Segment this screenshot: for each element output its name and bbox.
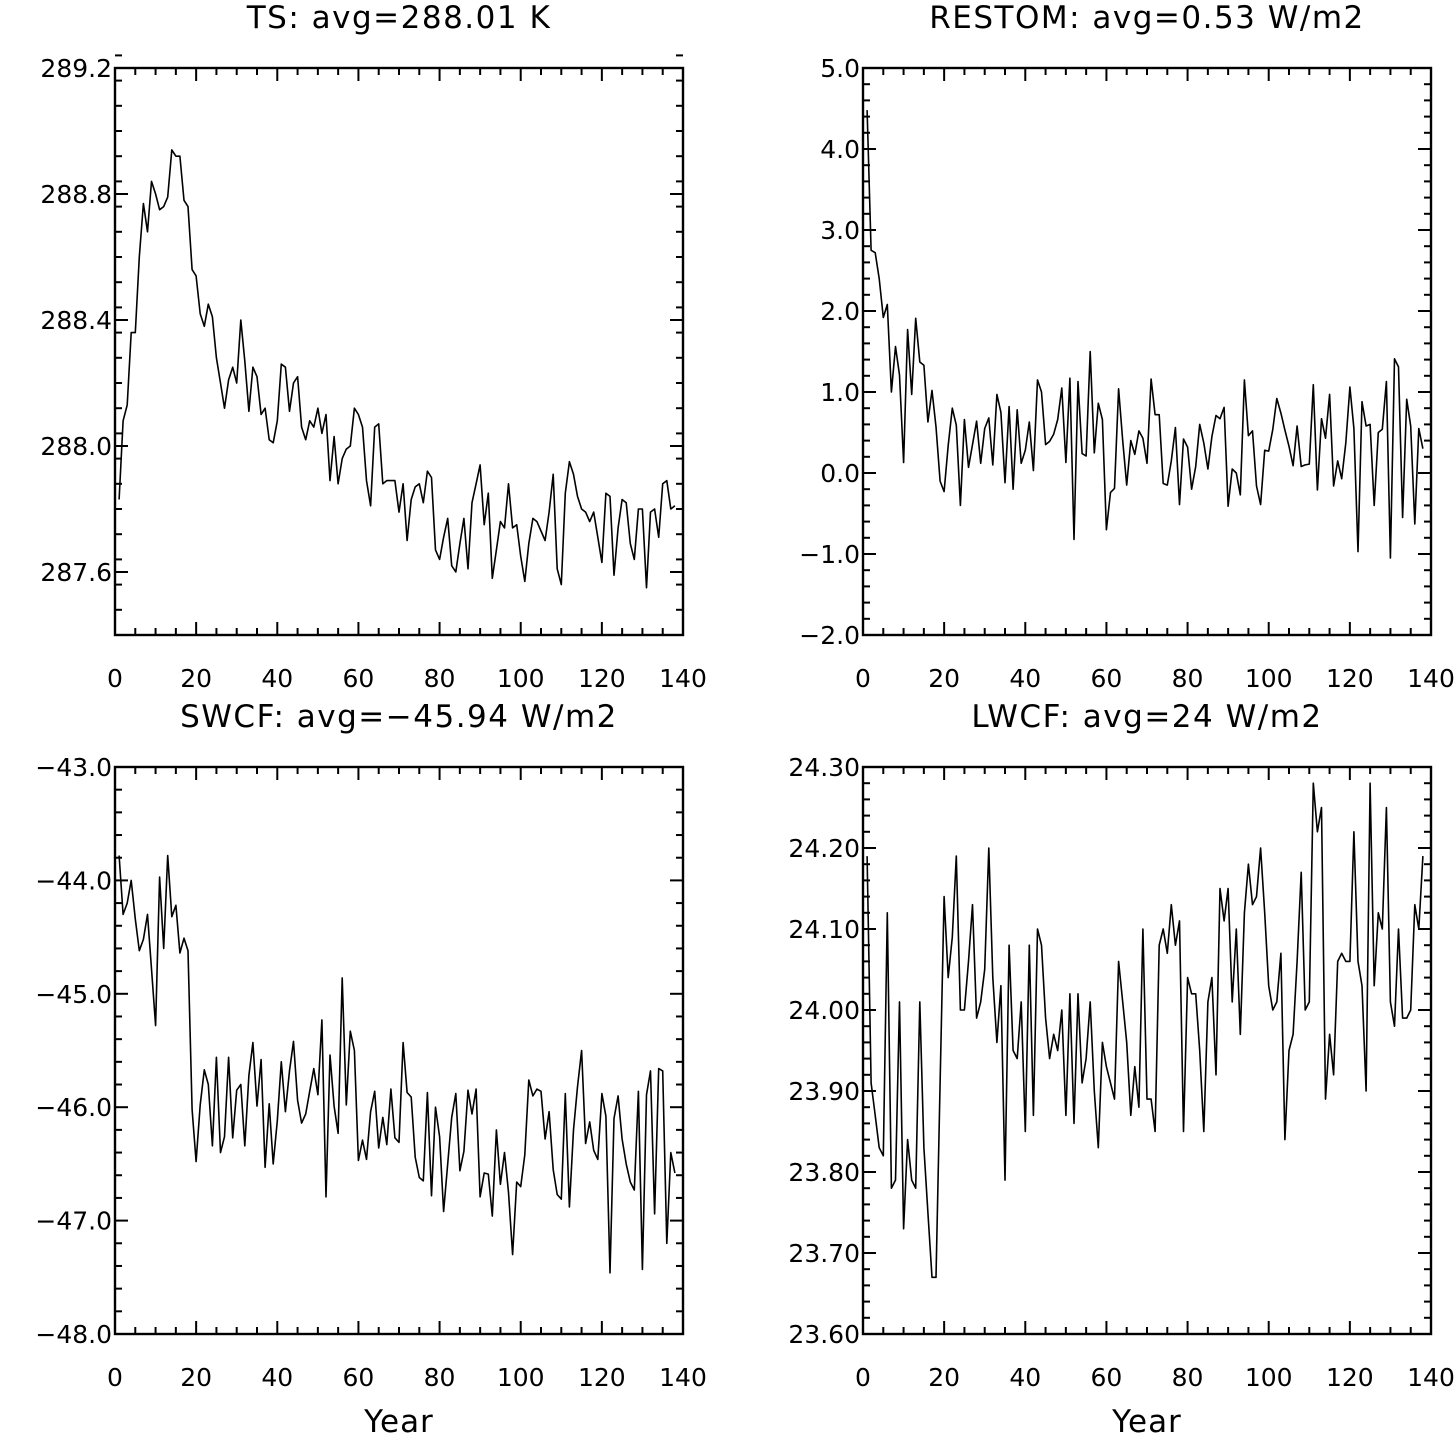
swcf-title: SWCF: avg=−45.94 W/m2 <box>180 699 618 735</box>
lwcf-ytick-label: 24.30 <box>788 753 860 782</box>
restom-ytick-label: 0.0 <box>820 459 860 488</box>
swcf-ytick-label: −45.0 <box>35 980 112 1009</box>
ts-series-line <box>118 149 676 589</box>
swcf-xtick-label: 80 <box>424 1363 456 1392</box>
lwcf-xtick-label: 0 <box>855 1363 871 1392</box>
swcf-ytick-label: −44.0 <box>35 866 112 895</box>
restom-xtick-label: 0 <box>855 664 871 693</box>
lwcf-ytick-label: 23.60 <box>788 1320 860 1349</box>
restom-xtick-label: 80 <box>1172 664 1204 693</box>
ts-title: TS: avg=288.01 K <box>246 0 552 36</box>
lwcf-panel: LWCF: avg=24 W/m2 0 20 40 60 80 100 120 140 23.60… <box>788 699 1454 1435</box>
lwcf-ytick-label: 24.00 <box>788 996 860 1025</box>
lwcf-xtick-label: 80 <box>1172 1363 1204 1392</box>
ts-panel: TS: avg=288.01 K 0 20 40 60 80 100 120 140 287.6 2… <box>40 0 706 693</box>
restom-xtick-label: 100 <box>1245 664 1293 693</box>
ts-xtick-label: 20 <box>180 664 212 693</box>
lwcf-plot-frame <box>861 765 1433 1336</box>
swcf-ytick-label: −48.0 <box>35 1320 112 1349</box>
ts-xtick-label: 60 <box>343 664 375 693</box>
restom-ytick-label: 5.0 <box>820 54 860 83</box>
restom-series-line <box>866 110 1424 559</box>
ts-ytick-label: 289.2 <box>40 54 112 83</box>
restom-ytick-label: 1.0 <box>820 378 860 407</box>
lwcf-xtick-label: 120 <box>1326 1363 1374 1392</box>
lwcf-xtick-label: 100 <box>1245 1363 1293 1392</box>
ts-xtick-label: 40 <box>261 664 293 693</box>
ts-xtick-label: 120 <box>578 664 626 693</box>
swcf-xaxis-title: Year <box>363 1404 434 1435</box>
restom-xtick-label: 120 <box>1326 664 1374 693</box>
swcf-xtick-label: 100 <box>497 1363 545 1392</box>
lwcf-ytick-label: 24.20 <box>788 834 860 863</box>
ts-plot-frame <box>113 66 685 637</box>
ts-ytick-label: 288.4 <box>40 306 112 335</box>
restom-title: RESTOM: avg=0.53 W/m2 <box>929 0 1365 36</box>
restom-ytick-label: 4.0 <box>820 135 860 164</box>
lwcf-title: LWCF: avg=24 W/m2 <box>971 699 1322 735</box>
swcf-xtick-label: 20 <box>180 1363 212 1392</box>
swcf-series-line <box>118 854 676 1274</box>
lwcf-xtick-label: 140 <box>1407 1363 1455 1392</box>
restom-ytick-label: −2.0 <box>799 621 860 650</box>
ts-ytick-label: 288.8 <box>40 180 112 209</box>
swcf-xtick-label: 40 <box>261 1363 293 1392</box>
lwcf-xaxis-title: Year <box>1111 1404 1182 1435</box>
ts-xtick-label: 80 <box>424 664 456 693</box>
swcf-xtick-label: 120 <box>578 1363 626 1392</box>
lwcf-xtick-label: 40 <box>1009 1363 1041 1392</box>
ts-xtick-label: 140 <box>659 664 707 693</box>
lwcf-ytick-label: 23.90 <box>788 1077 860 1106</box>
restom-xtick-label: 140 <box>1407 664 1455 693</box>
restom-xtick-label: 40 <box>1009 664 1041 693</box>
ts-ytick-label: 288.0 <box>40 432 112 461</box>
swcf-panel: SWCF: avg=−45.94 W/m2 0 20 40 60 80 100 120 140 −… <box>35 699 706 1435</box>
lwcf-xtick-label: 20 <box>928 1363 960 1392</box>
swcf-ytick-label: −47.0 <box>35 1207 112 1236</box>
swcf-xtick-label: 0 <box>107 1363 123 1392</box>
restom-ytick-label: 3.0 <box>820 216 860 245</box>
ts-ytick-label: 287.6 <box>40 558 112 587</box>
lwcf-xtick-label: 60 <box>1091 1363 1123 1392</box>
restom-panel: RESTOM: avg=0.53 W/m2 0 20 40 60 80 100 120 140 −… <box>799 0 1455 693</box>
restom-xtick-label: 60 <box>1091 664 1123 693</box>
restom-xtick-label: 20 <box>928 664 960 693</box>
swcf-ytick-label: −43.0 <box>35 753 112 782</box>
lwcf-ytick-label: 24.10 <box>788 915 860 944</box>
lwcf-ytick-label: 23.70 <box>788 1239 860 1268</box>
ts-xtick-label: 0 <box>107 664 123 693</box>
swcf-plot-frame <box>113 765 685 1336</box>
restom-ytick-label: −1.0 <box>799 540 860 569</box>
swcf-xtick-label: 60 <box>343 1363 375 1392</box>
lwcf-series-line <box>866 782 1424 1279</box>
lwcf-ytick-label: 23.80 <box>788 1158 860 1187</box>
restom-plot-frame <box>861 66 1433 637</box>
ts-xtick-label: 100 <box>497 664 545 693</box>
swcf-ytick-label: −46.0 <box>35 1093 112 1122</box>
swcf-xtick-label: 140 <box>659 1363 707 1392</box>
restom-ytick-label: 2.0 <box>820 297 860 326</box>
